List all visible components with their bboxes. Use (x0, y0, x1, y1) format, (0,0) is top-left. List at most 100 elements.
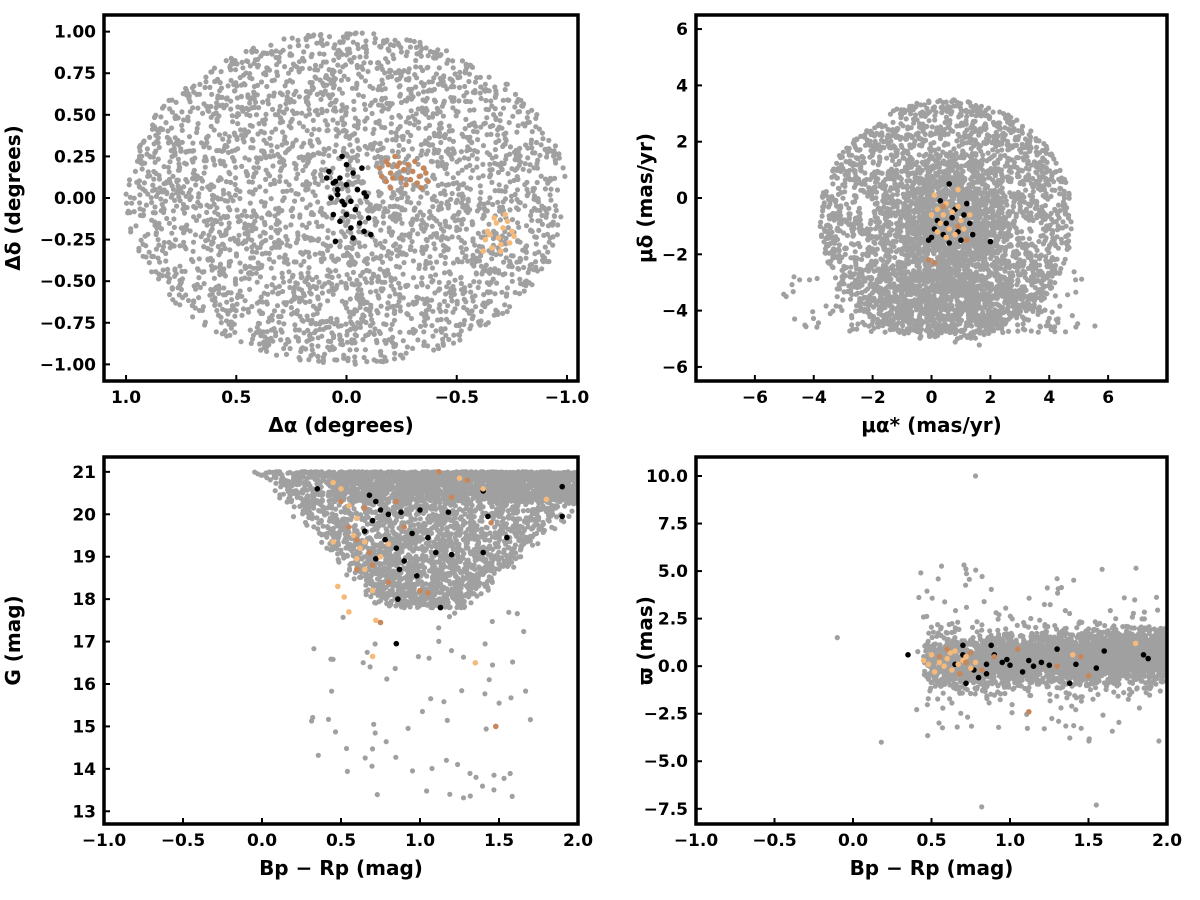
field-point (355, 158, 361, 164)
field-point (199, 178, 206, 184)
field-point (170, 208, 176, 214)
field-point (478, 84, 484, 90)
field-point (371, 331, 377, 337)
field-point (487, 152, 493, 158)
field-point (450, 175, 456, 181)
field-point (1000, 130, 1007, 136)
field-point (362, 126, 368, 132)
field-point (259, 251, 265, 257)
field-point (239, 293, 245, 299)
field-point (487, 195, 493, 201)
field-point (215, 211, 221, 217)
field-point (171, 224, 177, 230)
field-point (223, 143, 229, 149)
field-point (427, 260, 433, 266)
field-point (254, 159, 260, 165)
field-point (514, 129, 520, 135)
field-point (935, 99, 941, 105)
field-point (424, 108, 430, 114)
field-point (848, 264, 854, 270)
field-point (384, 253, 390, 259)
field-point (373, 242, 379, 248)
field-point (263, 111, 269, 117)
field-point (873, 251, 879, 257)
field-point (470, 236, 476, 242)
field-point (524, 115, 530, 121)
field-point (512, 289, 518, 296)
field-point (251, 96, 257, 102)
field-point (301, 258, 307, 264)
field-point (212, 162, 218, 168)
field-point (194, 129, 200, 136)
field-point (370, 271, 377, 277)
field-point (161, 187, 167, 193)
field-point (341, 73, 347, 79)
field-point (440, 242, 446, 248)
field-point (916, 152, 922, 158)
field-point (426, 135, 432, 141)
field-point (459, 167, 465, 173)
field-point (273, 329, 279, 336)
field-point (400, 147, 406, 153)
field-point (361, 354, 367, 361)
field-point (397, 308, 403, 314)
field-point (332, 357, 338, 363)
field-point (495, 127, 501, 133)
field-point (418, 194, 424, 200)
field-point (429, 323, 435, 329)
field-point (405, 195, 411, 201)
field-point (255, 260, 261, 266)
field-point (515, 149, 521, 155)
field-point (267, 135, 273, 141)
field-point (492, 188, 498, 194)
field-point (459, 259, 465, 265)
field-point (180, 230, 187, 236)
field-point (166, 169, 172, 175)
field-point (405, 129, 411, 135)
field-point (463, 164, 469, 170)
field-point (340, 38, 346, 44)
field-point (437, 75, 443, 81)
field-point (324, 184, 330, 190)
field-point (390, 52, 396, 58)
field-point (268, 154, 274, 160)
field-point (897, 136, 903, 142)
field-point (491, 228, 497, 234)
field-point (403, 176, 409, 182)
field-point (558, 214, 564, 220)
field-point (437, 286, 443, 292)
field-point (466, 310, 472, 316)
field-point (172, 149, 178, 155)
field-point (240, 65, 246, 71)
field-point (467, 207, 473, 213)
y-tick-label: 0.25 (54, 147, 96, 167)
field-point (507, 144, 514, 150)
field-point (1061, 188, 1067, 194)
field-point (500, 272, 506, 278)
field-point (863, 267, 869, 273)
field-point (969, 111, 975, 118)
field-point (173, 113, 179, 119)
field-point (436, 147, 442, 153)
field-point (268, 327, 275, 333)
field-point (1038, 268, 1044, 274)
field-point (187, 109, 193, 115)
field-point (268, 142, 274, 148)
field-point (266, 210, 272, 216)
field-point (127, 194, 133, 200)
field-point (363, 38, 369, 44)
field-point (468, 289, 474, 295)
field-point (363, 47, 369, 53)
field-point (361, 300, 367, 307)
field-point (355, 174, 361, 180)
field-point (403, 350, 409, 356)
field-point (223, 227, 229, 233)
member-point-black (343, 161, 350, 168)
field-point (149, 199, 155, 206)
field-point (393, 241, 399, 247)
field-point (431, 347, 437, 353)
field-point (473, 304, 479, 310)
field-point (307, 34, 313, 40)
field-point (345, 252, 351, 258)
field-point (311, 152, 317, 158)
